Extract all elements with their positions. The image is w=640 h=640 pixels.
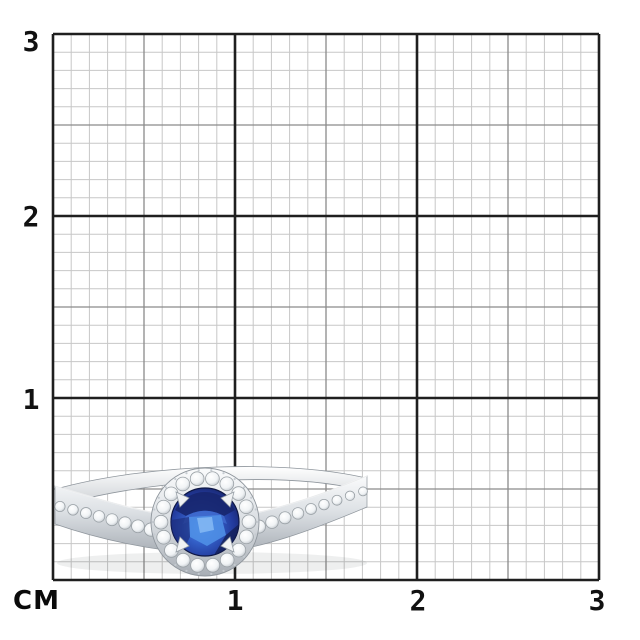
sapphire-stone (170, 487, 240, 557)
ring-photo (54, 466, 368, 577)
x-axis-label-3: 3 (588, 584, 606, 617)
halo-diamonds (153, 471, 257, 573)
y-axis-label-1: 1 (22, 383, 40, 416)
x-axis-label-2: 2 (409, 584, 427, 617)
halo-bead-edge (151, 469, 259, 575)
band-pave-diamonds (54, 486, 368, 541)
x-axis-label-1: 1 (226, 584, 244, 617)
measurement-grid (51, 32, 601, 582)
y-axis-label-2: 2 (22, 200, 40, 233)
prongs (175, 491, 235, 553)
unit-label-cm: СМ (13, 586, 60, 616)
y-axis-label-3: 3 (22, 25, 40, 58)
